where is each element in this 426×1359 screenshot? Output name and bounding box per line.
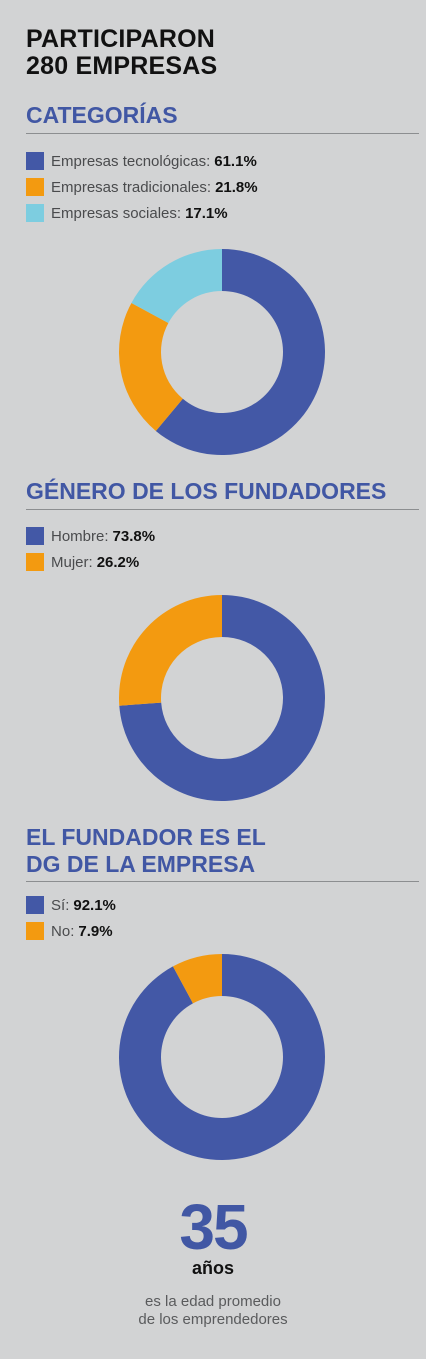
legend-item-female: Mujer: 26.2% [26,549,155,575]
founder-ceo-donut-chart [119,954,325,1160]
donut-slice-hombre [119,595,325,801]
categories-donut-chart [119,249,325,455]
gender-donut-chart [119,595,325,801]
donut-slice-no [172,954,222,1004]
legend-label-traditional: Empresas tradicionales [51,178,207,196]
donut-slice-mujer [119,595,222,706]
legend-item-male: Hombre: 73.8% [26,523,155,549]
donut-slice-empresas-tecnologicas [155,249,325,455]
categories-divider [26,133,419,134]
legend-label-social: Empresas sociales [51,204,177,222]
legend-item-yes: Sí: 92.1% [26,892,116,918]
average-age-unit: años [191,1258,234,1278]
legend-swatch-female [26,553,44,571]
founder-ceo-legend: Sí: 92.1% No: 7.9% [26,892,116,944]
legend-value-traditional: 21.8% [215,178,258,196]
legend-swatch-male [26,527,44,545]
founder-ceo-title-line-1: EL FUNDADOR ES EL [26,824,266,850]
gender-section-title: GÉNERO DE LOS FUNDADORES [26,478,387,504]
legend-label-female: Mujer [51,553,89,571]
donut-slice-empresas-tradicionales [119,302,183,431]
average-age-caption-line-1: es la edad promedio [145,1293,281,1310]
legend-item-tech: Empresas tecnológicas: 61.1% [26,148,258,174]
average-age-caption: es la edad promedio de los emprendedores [0,1293,426,1329]
legend-item-traditional: Empresas tradicionales: 21.8% [26,174,258,200]
legend-value-female: 26.2% [96,553,140,571]
categories-legend: Empresas tecnológicas: 61.1% Empresas tr… [26,148,258,226]
legend-swatch-tech [26,152,44,170]
founder-ceo-title-line-2: DG DE LA EMPRESA [26,851,256,877]
legend-value-male: 73.8% [112,527,156,545]
gender-legend: Hombre: 73.8% Mujer: 26.2% [26,523,155,575]
legend-swatch-traditional [26,178,44,196]
categories-section-title: CATEGORÍAS [26,102,178,128]
legend-value-tech: 61.1% [214,152,257,170]
average-age-caption-line-2: de los emprendedores [138,1311,288,1328]
founder-ceo-section-title: EL FUNDADOR ES EL DG DE LA EMPRESA [26,824,266,878]
average-age-value: 35 [179,1191,248,1263]
gender-divider [26,509,419,510]
legend-item-social: Empresas sociales: 17.1% [26,200,258,226]
page-title-line-2: 280 EMPRESAS [26,52,218,80]
legend-value-yes: 92.1% [73,896,116,914]
legend-swatch-social [26,204,44,222]
legend-swatch-yes [26,896,44,914]
legend-item-no: No: 7.9% [26,918,116,944]
legend-value-no: 7.9% [78,922,113,940]
legend-label-male: Hombre [51,527,105,545]
page-title-line-1: PARTICIPARON [26,25,215,53]
legend-swatch-no [26,922,44,940]
donut-slice-empresas-sociales [131,249,222,323]
legend-label-no: No [51,922,71,940]
legend-label-yes: Sí [51,896,66,914]
legend-value-social: 17.1% [185,204,228,222]
legend-label-tech: Empresas tecnológicas [51,152,207,170]
page-title: PARTICIPARON 280 EMPRESAS [26,26,217,80]
donut-slice-si [119,954,325,1160]
founder-ceo-divider [26,881,419,882]
